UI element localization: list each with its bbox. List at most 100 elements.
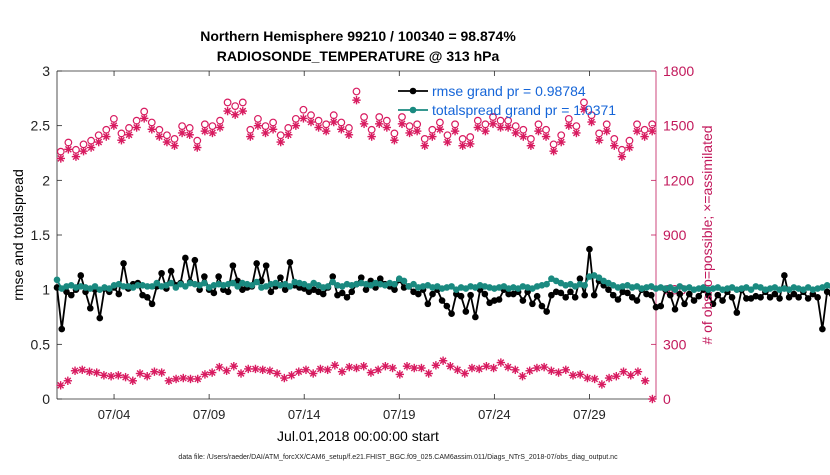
y-right-tick-label: 1200 [663,172,694,188]
assimilated-obs-point [299,114,308,123]
asterisk-core [556,370,561,375]
assimilated-obs-point [287,371,296,380]
y-right-tick-label: 900 [663,227,687,243]
assimilated-obs-point [503,123,513,132]
assimilated-obs-point [223,106,232,116]
assimilated-obs-point [594,136,604,145]
assimilated-obs-point [261,128,270,138]
assimilated-obs-point [316,364,325,374]
asterisk-core [304,368,308,372]
asterisk-core [160,370,164,375]
asterisk-core [427,371,431,376]
rmse-point [567,288,574,296]
assimilated-obs-point [251,364,260,374]
asterisk-core [226,109,230,113]
totalspread-point [823,281,830,289]
asterisk-core [392,138,397,142]
totalspread-point [105,285,113,292]
rmse-point [790,290,798,298]
assimilated-obs-point [337,125,346,134]
asterisk-core [241,109,245,113]
rmse-point [448,310,455,318]
data-file-footer: data file: /Users/raeder/DAI/ATM_forcXX/… [178,454,618,461]
totalspread-point [134,281,142,289]
assimilated-obs-point [86,143,96,152]
asterisk-core [275,371,279,376]
rmse-point [628,294,636,301]
asterisk-core [491,122,495,126]
asterisk-core [333,363,337,367]
rmse-point [319,290,327,298]
asterisk-core [309,120,313,124]
rmse-point [519,297,527,304]
rmse-point [229,262,237,269]
asterisk-core [559,140,563,144]
rmse-point [823,288,830,296]
assimilated-obs-point [632,126,642,136]
y-right-tick-label: 300 [663,336,687,352]
totalspread-point [671,286,679,293]
assimilated-obs-point [79,146,88,156]
assimilated-obs-point [424,369,433,378]
assimilated-obs-point [253,121,263,130]
asterisk-core [600,382,604,387]
assimilated-obs-point [648,126,657,136]
assimilated-obs-point [435,125,445,134]
asterisk-core [218,125,222,130]
assimilated-obs-point [388,363,397,373]
assimilated-obs-point [155,132,164,141]
series-assimilated-obs-lower- [56,356,657,404]
y-left-tick-label: 0 [42,391,50,407]
asterisk-core [326,368,330,372]
assimilated-obs-point [150,367,159,376]
asterisk-core [453,129,457,133]
asterisk-core [286,133,290,137]
assimilated-obs-point [602,126,611,136]
rmse-point [67,291,75,299]
asterisk-core [362,122,366,126]
asterisk-core [59,383,63,387]
asterisk-core [544,135,548,139]
asterisk-core [627,145,632,150]
asterisk-core [172,144,177,148]
asterisk-core [318,367,323,371]
asterisk-core [407,131,412,135]
asterisk-core [461,144,465,148]
rmse-point [457,292,465,300]
assimilated-obs-point [610,141,619,150]
asterisk-core [468,142,472,146]
assimilated-obs-point [64,145,73,154]
asterisk-core [95,370,99,375]
rmse-point [548,291,555,299]
assimilated-obs-point [344,130,354,139]
asterisk-core [224,369,229,373]
asterisk-core [152,370,157,374]
assimilated-obs-point [488,119,498,129]
rmse-point [224,288,232,296]
assimilated-obs-point [366,368,376,377]
assimilated-obs-point [306,117,316,127]
asterisk-core [506,365,510,369]
rmse-point [757,294,764,301]
rmse-point [581,291,588,299]
y-left-tick-label: 2 [42,172,50,188]
asterisk-core [574,131,578,135]
assimilated-obs-point [539,362,549,372]
assimilated-obs-point [345,362,354,372]
assimilated-obs-point [443,137,452,147]
assimilated-obs-point [626,371,635,380]
asterisk-core [492,366,496,370]
asterisk-core [385,125,389,130]
asterisk-core [138,371,142,376]
rmse-point [695,292,703,300]
legend-label: totalspread grand pr = 1.0371 [432,102,616,118]
asterisk-core [97,140,101,144]
assimilated-obs-point [568,371,578,380]
rmse-point [376,275,384,283]
rmse-point [481,290,489,298]
asterisk-core [157,135,161,139]
asterisk-core [521,135,525,139]
assimilated-obs-point [229,362,239,371]
asterisk-core [498,125,503,130]
